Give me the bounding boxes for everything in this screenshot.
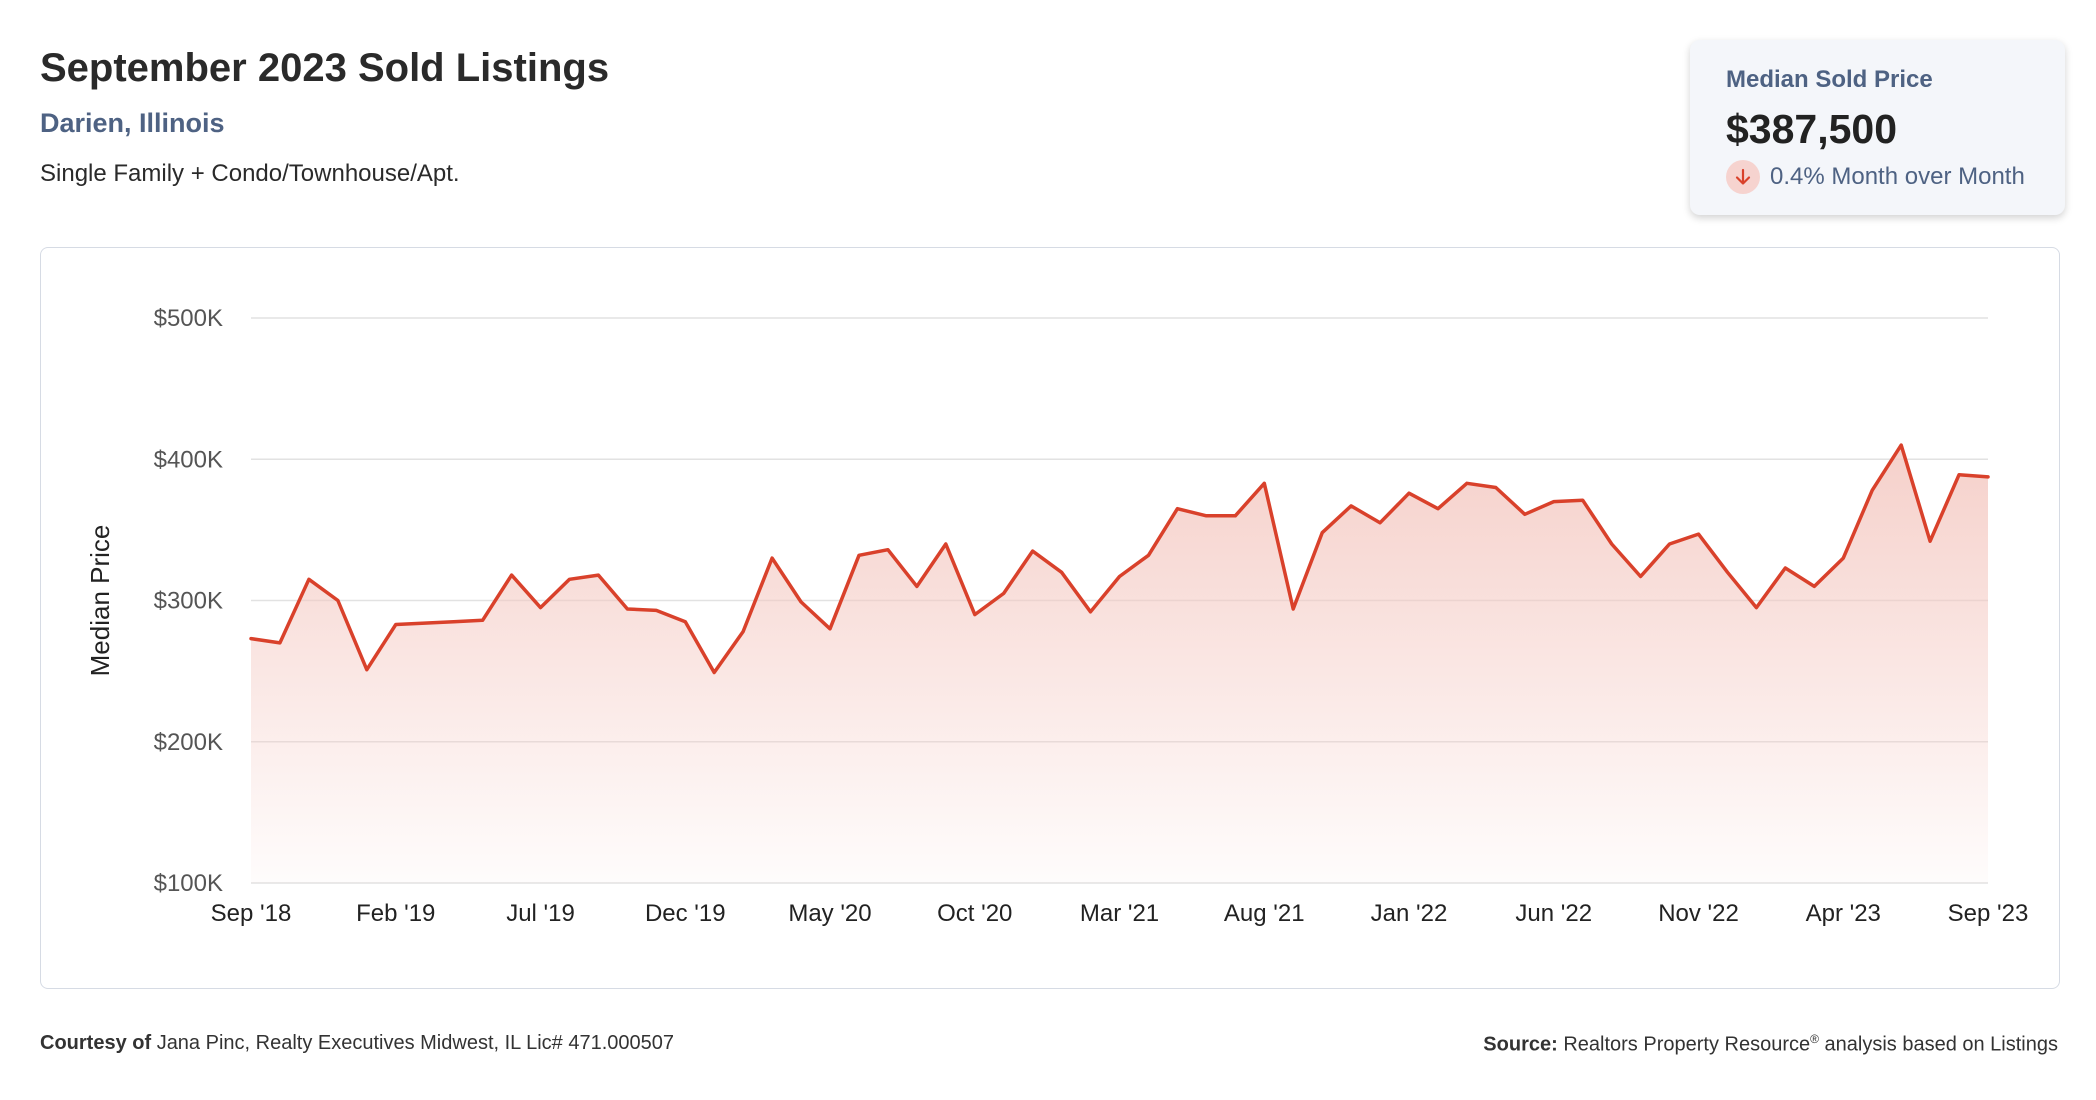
page-title: September 2023 Sold Listings [40,46,610,90]
median-sold-price-card: Median Sold Price $387,500 0.4% Month ov… [1690,40,2065,215]
kpi-change: 0.4% Month over Month [1726,160,2025,194]
kpi-label: Median Sold Price [1726,66,1933,93]
source-suffix: analysis based on Listings [1818,1033,2059,1056]
x-tick-label: Dec '19 [645,900,726,927]
chart-panel: $100K $200K $300K $400K $500K Median Price Sep… [40,247,2060,989]
x-tick-label: May '20 [788,900,871,927]
kpi-value: $387,500 [1726,106,1898,152]
x-tick-label: Feb '19 [356,900,435,927]
courtesy-text: Jana Pinc, Realty Executives Midwest, IL… [156,1032,675,1054]
median-price-line [249,443,1990,675]
x-tick-label: Sep '18 [211,900,292,927]
kpi-change-text: 0.4% Month over Month [1770,163,2025,190]
y-tick-label: $100K [154,870,223,897]
registered-mark: ® [1810,1032,1819,1046]
y-tick-label: $400K [154,446,223,473]
y-tick-label: $200K [154,729,223,756]
median-price-chart: $100K $200K $300K $400K $500K Median Price Sep… [85,305,2029,927]
source-footer: Source: Realtors Property Resource® anal… [1483,1032,2058,1057]
y-tick-label: $500K [154,305,223,332]
y-tick-label: $300K [154,588,223,615]
x-tick-label: Apr '23 [1806,900,1881,927]
property-types-label: Single Family + Condo/Townhouse/Apt. [40,160,460,187]
courtesy-footer: Courtesy of Jana Pinc, Realty Executives… [40,1032,674,1055]
x-tick-label: Mar '21 [1080,900,1159,927]
x-tick-label: Aug '21 [1224,900,1305,927]
y-axis-title: Median Price [85,525,115,677]
courtesy-label: Courtesy of [40,1032,152,1054]
x-tick-label: Sep '23 [1948,900,2029,927]
x-tick-label: Jun '22 [1515,900,1592,927]
location-label: Darien, Illinois [40,108,225,138]
source-label: Source: [1483,1033,1558,1056]
x-tick-label: Jul '19 [506,900,575,927]
x-tick-label: Oct '20 [937,900,1012,927]
arrow-down-icon [1726,160,1760,194]
x-tick-label: Jan '22 [1371,900,1448,927]
source-text: Realtors Property Resource [1563,1033,1811,1056]
area-fill [251,445,1988,883]
x-tick-label: Nov '22 [1658,900,1739,927]
